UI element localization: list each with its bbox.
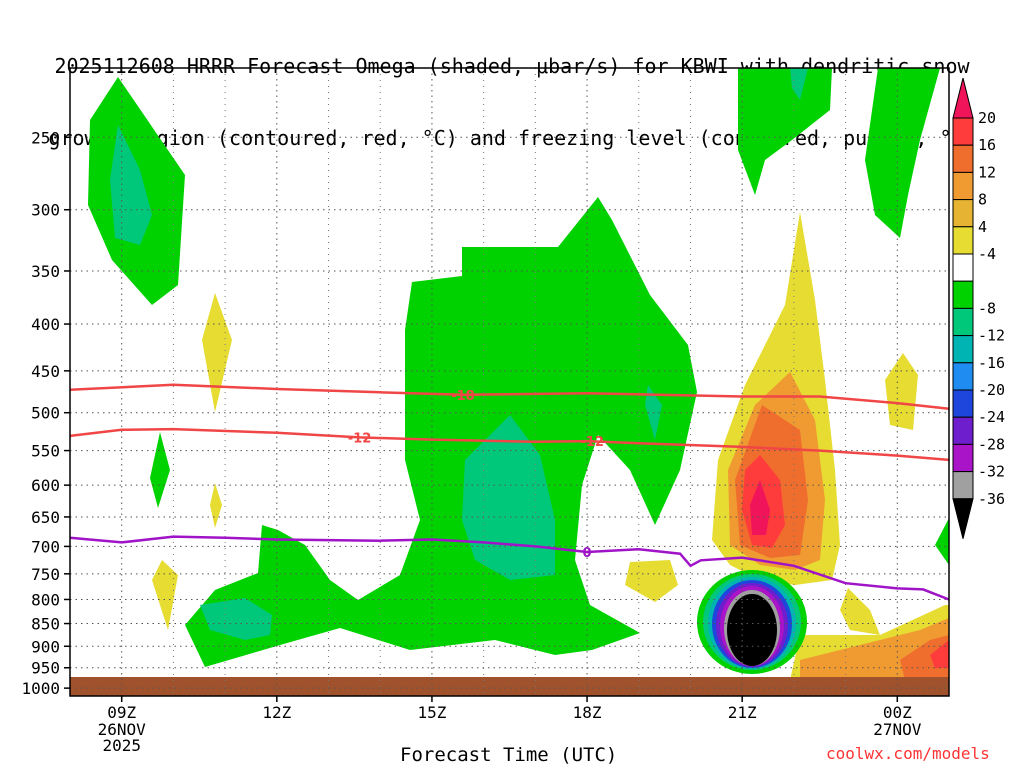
plot-frame	[69, 67, 950, 697]
colorbar-swatch	[952, 307, 974, 337]
teal-region-upper-left	[110, 125, 152, 245]
colorbar-swatch	[952, 199, 974, 228]
y-tick-label-850: 850	[31, 615, 60, 634]
green-region-upper-right-1	[738, 68, 832, 195]
x-tick-label-18Z: 18Z	[573, 703, 602, 722]
y-tick-label-600: 600	[31, 476, 60, 495]
ground-strip	[70, 677, 949, 696]
x-tick-date-00Z: 27NOV	[873, 720, 922, 739]
y-axis: 250 300 350 400 450 500 550 600 650 700 750 800 850 9…	[21, 128, 70, 698]
y-tick-label-1000: 1000	[21, 679, 60, 698]
temperature-contours: -18 -12 -12 0	[69, 383, 950, 601]
y-tick-label-750: 750	[31, 565, 60, 584]
contour-label--18: -18	[451, 389, 475, 404]
colorbar-swatch	[952, 253, 974, 282]
colorbar-swatch	[952, 226, 974, 255]
colorbar-label-16: 16	[978, 136, 996, 154]
credit-link[interactable]: coolwx.com/models	[826, 744, 990, 763]
y-tick-label-450: 450	[31, 362, 60, 381]
colorbar-swatch	[952, 280, 974, 309]
colorbar-swatch	[952, 416, 974, 445]
colorbar-label--24: -24	[978, 408, 1005, 426]
title-line-2: growth region (contoured, red, °C) and f…	[48, 126, 976, 150]
colorbar-label-8: 8	[978, 191, 987, 209]
contour-label--12: -12	[580, 435, 604, 450]
red-region-lower-right	[930, 640, 949, 668]
colorbar-label--28: -28	[978, 435, 1005, 453]
colorbar-label--4: -4	[978, 245, 996, 263]
contour-line--12	[69, 427, 950, 462]
y-tick-label-650: 650	[31, 508, 60, 527]
y-tick-label-800: 800	[31, 590, 60, 609]
core-black	[727, 594, 777, 666]
yellow-region-small-1	[202, 293, 232, 412]
y-tick-label-250: 250	[31, 128, 60, 147]
teal-region-top-right	[790, 68, 808, 100]
colorbar-label-20: 20	[978, 109, 996, 127]
omega-shading	[88, 68, 949, 680]
colorbar-label--36: -36	[978, 490, 1005, 508]
colorbar-label-12: 12	[978, 163, 996, 181]
teal-region-main	[462, 415, 555, 580]
green-region-small-left	[150, 432, 170, 508]
y-tick-label-300: 300	[31, 201, 60, 220]
colorbar-swatch	[952, 471, 974, 500]
yellow-region-small-3	[152, 560, 178, 630]
yellow-region-small-2	[210, 483, 222, 528]
colorbar-swatch	[952, 389, 974, 418]
yellow-region-right-blob	[885, 353, 918, 430]
colorbar-top-arrow	[952, 77, 974, 119]
green-region-right-edge	[935, 518, 949, 565]
colorbar-label--8: -8	[978, 299, 996, 317]
colorbar-swatch	[952, 144, 974, 173]
colorbar-swatch	[952, 443, 974, 473]
x-tick-year-09Z: 2025	[102, 736, 141, 755]
colorbar-label--16: -16	[978, 354, 1005, 372]
teal-region-left-blob	[200, 598, 272, 640]
colorbar-swatch	[952, 117, 974, 146]
colorbar-swatch	[952, 362, 974, 391]
title-line-1: 2025112608 HRRR Forecast Omega (shaded, …	[54, 54, 970, 78]
colorbar-label-4: 4	[978, 218, 987, 236]
x-tick-label-21Z: 21Z	[728, 703, 757, 722]
y-tick-label-700: 700	[31, 537, 60, 556]
x-tick-label-12Z: 12Z	[262, 703, 291, 722]
contour-label--12: -12	[348, 431, 372, 446]
y-tick-label-550: 550	[31, 442, 60, 461]
green-region-upper-right-2	[865, 68, 940, 238]
orange-region-lower-right-inner	[900, 635, 949, 680]
x-tick-date-09Z: 26NOV	[98, 720, 147, 739]
colorbar-label--12: -12	[978, 327, 1005, 345]
colorbar-label--20: -20	[978, 381, 1005, 399]
contour-line-0	[69, 535, 950, 601]
y-tick-label-350: 350	[31, 262, 60, 281]
y-tick-label-500: 500	[31, 404, 60, 423]
colorbar-bottom-arrow	[952, 498, 974, 539]
magenta-region	[750, 480, 770, 535]
contour-label-0: 0	[583, 546, 592, 561]
colorbar-swatch	[952, 335, 974, 364]
colorbar-label--32: -32	[978, 463, 1005, 481]
colorbar: 20 16 12 8 4 -4 -8 -12 -16 -20 -24 -28 -32 -36	[952, 77, 1005, 539]
colorbar-swatch	[952, 171, 974, 201]
x-tick-label-15Z: 15Z	[417, 703, 446, 722]
x-tick-label-00Z: 00Z	[883, 703, 912, 722]
x-axis-title: Forecast Time (UTC)	[400, 744, 618, 766]
yellow-region-small-4	[625, 560, 678, 602]
y-tick-label-950: 950	[31, 659, 60, 678]
x-tick-label-09Z: 09Z	[107, 703, 136, 722]
y-tick-label-900: 900	[31, 637, 60, 656]
contour-line--18	[69, 383, 950, 410]
chart-title: 2025112608 HRRR Forecast Omega (shaded, …	[0, 6, 1024, 174]
y-tick-label-400: 400	[31, 315, 60, 334]
grid-lines	[69, 68, 950, 696]
